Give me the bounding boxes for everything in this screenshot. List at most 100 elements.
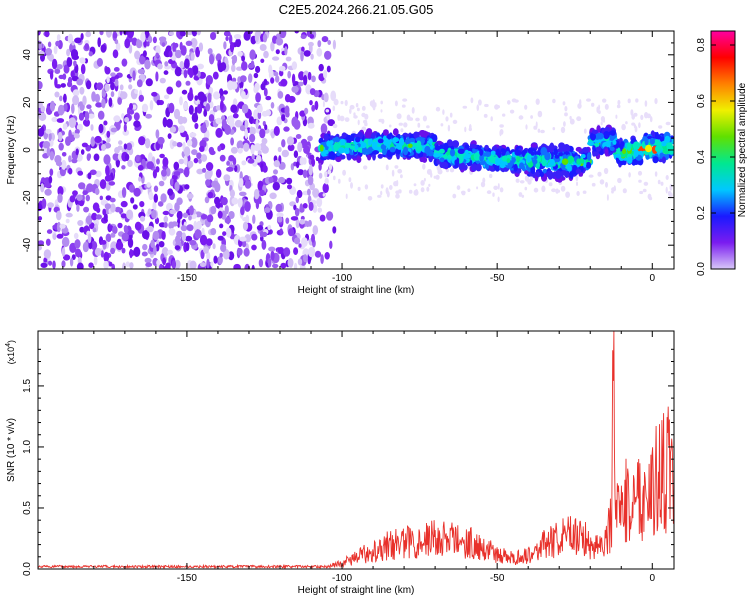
heatmap-cell	[415, 117, 420, 122]
heatmap-cell	[186, 139, 193, 147]
heatmap-cell	[519, 162, 525, 170]
heatmap-cell	[175, 235, 181, 244]
heatmap-cell	[127, 230, 135, 236]
heatmap-cell	[94, 93, 100, 103]
heatmap-cell	[128, 44, 133, 54]
heatmap-cell	[125, 261, 130, 268]
heatmap-cell	[199, 145, 205, 152]
heatmap-cell	[435, 106, 441, 112]
heatmap-cell	[94, 247, 102, 257]
heatmap-cell	[281, 139, 286, 148]
heatmap-cell	[554, 154, 560, 159]
heatmap-cell	[126, 31, 134, 39]
heatmap-cell	[464, 149, 469, 155]
heatmap-cell	[95, 170, 102, 178]
heatmap-cell	[134, 221, 142, 231]
heatmap-cell	[90, 136, 96, 147]
heatmap-cell	[434, 145, 441, 151]
heatmap-cell	[439, 148, 445, 154]
heatmap-cell	[621, 123, 626, 131]
heatmap-cell	[278, 176, 286, 184]
heatmap-cell	[41, 177, 46, 183]
heatmap-cell	[196, 104, 203, 114]
heatmap-cell	[72, 190, 78, 196]
y-tick-label: 0.0	[22, 562, 33, 576]
heatmap-cell	[281, 149, 289, 158]
heatmap-cell	[345, 102, 348, 106]
heatmap-cell	[108, 181, 116, 186]
heatmap-cell	[267, 224, 272, 231]
heatmap-cell	[144, 59, 151, 70]
heatmap-cell	[478, 99, 482, 106]
heatmap-cell	[401, 104, 406, 108]
heatmap-cell	[51, 116, 58, 123]
heatmap-cell	[460, 190, 466, 195]
heatmap-cell	[202, 167, 207, 173]
heatmap-cell	[532, 159, 538, 165]
heatmap-cell	[295, 218, 300, 229]
heatmap-cell	[500, 148, 506, 153]
heatmap-cell	[80, 33, 84, 40]
heatmap-cell	[275, 49, 280, 55]
heatmap-cell	[232, 77, 237, 83]
heatmap-cell	[93, 255, 98, 266]
heatmap-cell	[196, 220, 202, 230]
heatmap-cell	[127, 107, 131, 116]
heatmap-cell	[239, 75, 247, 83]
heatmap-cell	[258, 196, 262, 205]
heatmap-cell	[181, 232, 187, 242]
heatmap-cell	[482, 177, 486, 184]
heatmap-cell	[622, 159, 627, 166]
heatmap-cell	[234, 119, 243, 128]
heatmap-cell	[251, 264, 255, 269]
heatmap-cell	[516, 155, 520, 163]
heatmap-cell	[335, 156, 342, 163]
heatmap-cell	[153, 185, 159, 193]
heatmap-cell	[210, 205, 217, 215]
heatmap-cell	[57, 104, 65, 116]
heatmap-cell	[38, 245, 42, 251]
heatmap-cell	[332, 226, 337, 234]
heatmap-cell	[76, 194, 83, 201]
heatmap-cell	[145, 78, 153, 87]
heatmap-cell	[286, 136, 295, 146]
heatmap-cell	[173, 171, 181, 176]
heatmap-cell	[251, 153, 255, 161]
heatmap-cell	[499, 124, 504, 128]
heatmap-cell	[362, 146, 367, 155]
heatmap-cell	[96, 82, 104, 91]
heatmap-cell	[417, 122, 421, 128]
heatmap-cell	[253, 72, 259, 79]
heatmap-cell	[611, 187, 617, 192]
heatmap-cell	[187, 160, 194, 168]
heatmap-cell	[332, 39, 336, 50]
heatmap-cell	[196, 63, 204, 70]
heatmap-cell	[600, 116, 606, 122]
heatmap-cell	[257, 180, 264, 192]
heatmap-cell	[576, 181, 578, 186]
heatmap-cell	[307, 135, 313, 142]
heatmap-cell	[385, 164, 389, 171]
heatmap-cell	[537, 128, 541, 133]
heatmap-cell	[106, 76, 110, 84]
heatmap-cell	[310, 53, 314, 60]
heatmap-cell	[502, 113, 506, 117]
heatmap-cell	[215, 105, 222, 111]
heatmap-cell	[204, 170, 212, 181]
heatmap-cell	[400, 174, 403, 179]
heatmap-cell	[382, 148, 387, 156]
heatmap-cell	[626, 156, 633, 164]
heatmap-cell	[311, 104, 316, 112]
heatmap-cell	[349, 104, 355, 110]
heatmap-cell	[244, 201, 251, 212]
heatmap-cell	[371, 141, 378, 150]
heatmap-cell	[89, 169, 97, 176]
heatmap-cell	[484, 151, 491, 157]
x-tick-label: 0	[650, 273, 656, 284]
heatmap-cell	[205, 75, 213, 85]
heatmap-cell	[241, 240, 247, 248]
heatmap-cell	[190, 37, 198, 48]
y-tick-label: 0.5	[22, 501, 33, 515]
heatmap-cell	[428, 138, 433, 145]
heatmap-cell	[214, 182, 221, 193]
